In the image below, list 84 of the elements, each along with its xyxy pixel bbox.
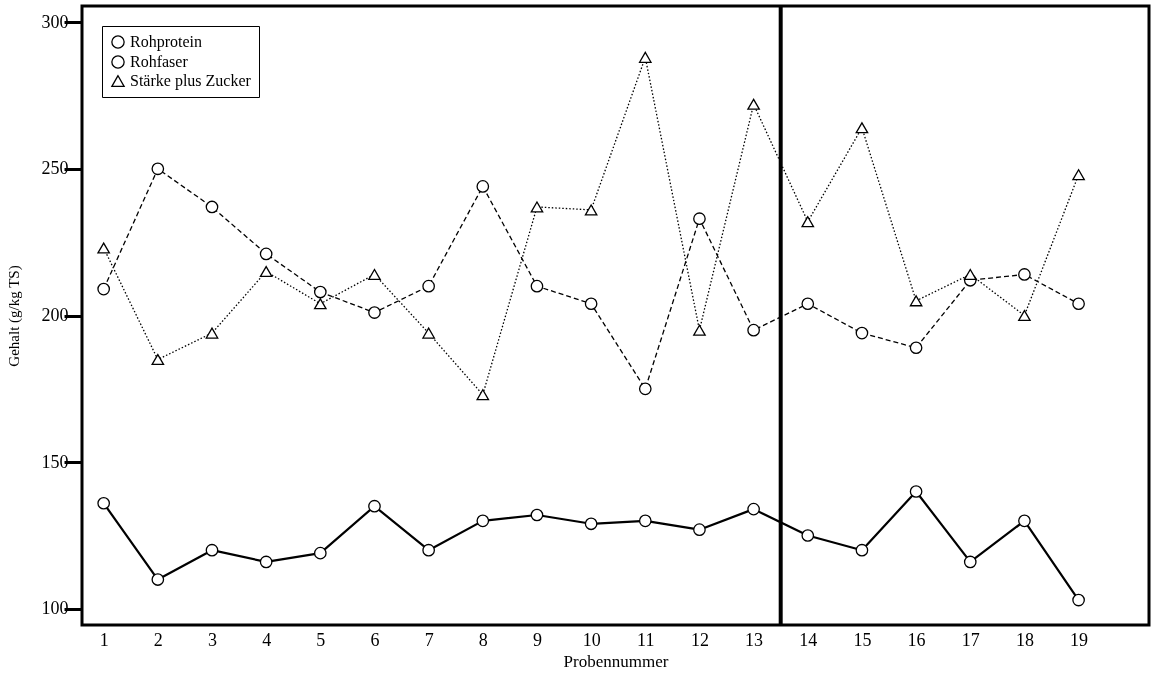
- point: [422, 543, 435, 557]
- point: [97, 282, 111, 296]
- point: [151, 573, 165, 586]
- point: [638, 382, 652, 396]
- x-tick-label: 16: [907, 629, 926, 650]
- point: [151, 162, 165, 176]
- point: [259, 247, 273, 261]
- x-tick-label: 12: [690, 629, 709, 650]
- point: [584, 204, 598, 216]
- x-tick-label: 5: [316, 629, 326, 650]
- point: [1072, 593, 1085, 607]
- y-tick-label: 300: [41, 11, 69, 32]
- point: [368, 306, 381, 319]
- x-tick-label: 1: [99, 629, 109, 650]
- point: [963, 268, 977, 281]
- point: [909, 295, 923, 307]
- point: [530, 279, 544, 293]
- point: [909, 485, 923, 498]
- y-tick-label: 250: [41, 158, 69, 179]
- y-tick-label: 200: [41, 305, 69, 325]
- point: [205, 327, 219, 339]
- point: [368, 499, 381, 513]
- y-tick-label: 100: [41, 598, 69, 619]
- point: [313, 298, 327, 310]
- point: [638, 51, 652, 63]
- point: [801, 297, 815, 311]
- point: [855, 326, 869, 340]
- point: [422, 279, 435, 293]
- legend-label: Rohfaser: [130, 53, 189, 70]
- x-tick-label: 4: [262, 629, 272, 650]
- point: [584, 517, 598, 531]
- x-tick-label: 7: [424, 629, 434, 650]
- point: [530, 508, 544, 522]
- x-tick-label: 9: [532, 629, 542, 650]
- point: [151, 353, 165, 366]
- point: [638, 514, 652, 528]
- point: [1072, 169, 1085, 181]
- point: [1018, 309, 1031, 322]
- point: [530, 201, 544, 213]
- x-tick-label: 13: [745, 629, 764, 650]
- point: [205, 200, 219, 214]
- legend-label: Rohprotein: [130, 33, 202, 51]
- x-axis-title: Probennummer: [563, 651, 669, 671]
- point: [205, 543, 219, 557]
- point: [801, 529, 815, 542]
- legend-label: Stärke plus Zucker: [130, 72, 252, 90]
- x-tick-label: 10: [582, 629, 601, 650]
- point: [476, 389, 490, 401]
- point: [584, 297, 598, 311]
- point: [693, 523, 706, 536]
- point: [747, 502, 760, 516]
- point: [97, 496, 111, 510]
- point: [1018, 268, 1031, 281]
- point: [476, 180, 490, 193]
- x-tick-label: 3: [207, 629, 217, 650]
- point: [259, 265, 273, 278]
- x-tick-label: 8: [478, 629, 488, 650]
- x-tick-label: 6: [370, 629, 380, 650]
- point: [693, 324, 706, 336]
- point: [801, 216, 815, 228]
- point: [97, 242, 111, 254]
- point: [1072, 297, 1085, 311]
- x-tick-label: 2: [153, 629, 163, 650]
- point: [855, 543, 869, 557]
- point: [747, 98, 760, 110]
- x-tick-label: 14: [799, 629, 818, 650]
- point: [747, 323, 760, 337]
- point: [909, 341, 923, 355]
- point: [422, 327, 435, 339]
- x-tick-label: 15: [853, 629, 872, 650]
- point: [313, 285, 327, 299]
- x-tick-label: 11: [637, 629, 655, 650]
- y-axis-title: Gehalt (g/kg TS): [5, 265, 23, 367]
- point: [1018, 514, 1031, 528]
- x-tick-label: 18: [1015, 629, 1034, 650]
- point: [855, 122, 869, 134]
- x-tick-label: 19: [1070, 629, 1089, 650]
- point: [476, 514, 490, 528]
- x-tick-label: 17: [961, 629, 980, 650]
- point: [963, 555, 977, 569]
- point: [259, 555, 273, 569]
- point: [693, 212, 706, 226]
- point: [368, 268, 381, 281]
- point: [313, 546, 327, 560]
